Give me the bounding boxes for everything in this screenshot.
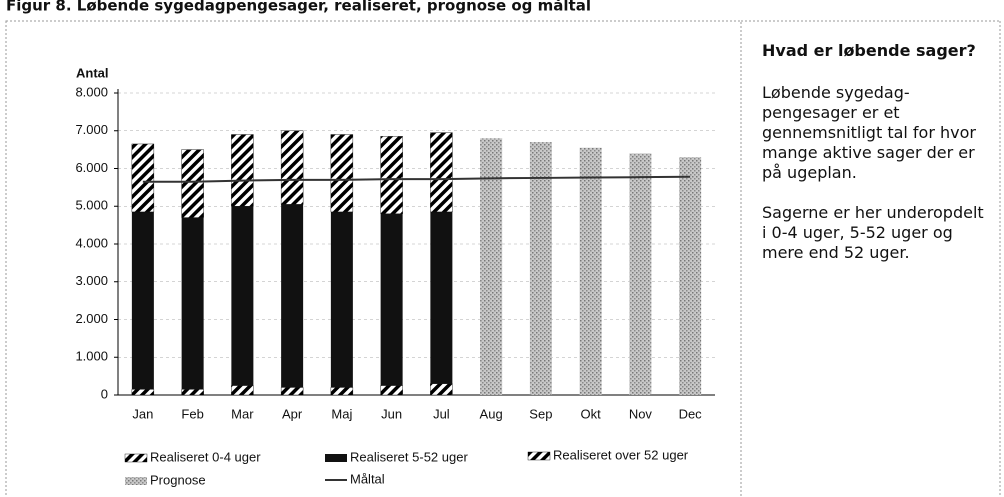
y-tick-label: 1.000 xyxy=(75,349,108,364)
bar-segment xyxy=(430,132,453,213)
bar-segment xyxy=(131,389,155,396)
x-tick-label: Maj xyxy=(331,406,352,421)
y-tick-label: 3.000 xyxy=(75,273,108,288)
legend-label: Realiseret 5-52 uger xyxy=(350,449,468,464)
x-tick-label: Jun xyxy=(381,406,402,421)
x-tick-label: Mar xyxy=(231,406,254,421)
y-tick-label: 2.000 xyxy=(75,311,108,326)
bar-segment xyxy=(131,211,154,390)
bar-segment xyxy=(181,217,204,390)
bar-segment xyxy=(181,389,204,396)
bar-segment xyxy=(380,136,403,215)
legend-swatch xyxy=(124,453,148,463)
bar-segment xyxy=(430,383,453,396)
legend-label: Realiseret over 52 uger xyxy=(553,447,689,462)
chart-title: Figur 8. Løbende sygedagpengesager, real… xyxy=(6,0,591,15)
bar-segment xyxy=(330,387,354,396)
legend-swatch xyxy=(125,477,147,485)
bar-segment xyxy=(480,138,503,396)
x-tick-label: Nov xyxy=(629,406,653,421)
bar-segment xyxy=(579,147,602,395)
y-tick-label: 5.000 xyxy=(75,198,108,213)
y-tick-label: 8.000 xyxy=(75,84,108,99)
bar-segment xyxy=(231,206,254,386)
bar-segment xyxy=(529,142,552,395)
bar-segment xyxy=(330,134,354,213)
legend-label: Realiseret 0-4 uger xyxy=(150,449,261,464)
y-tick-label: 7.000 xyxy=(75,122,108,137)
y-axis-label: Antal xyxy=(76,65,109,80)
sidebar-paragraph: Løbende sygedag-pengesager er et gennems… xyxy=(762,83,976,182)
x-tick-label: Jan xyxy=(132,406,153,421)
y-tick-label: 6.000 xyxy=(75,160,108,175)
x-tick-label: Apr xyxy=(282,406,303,421)
sidebar-paragraph: Sagerne er her underopdelt i 0-4 uger, 5… xyxy=(762,203,984,262)
bar-segment xyxy=(131,143,155,213)
sidebar: Hvad er løbende sager? Løbende sygedag-p… xyxy=(762,40,990,283)
bar-segment xyxy=(281,204,304,388)
legend-label: Prognose xyxy=(150,472,206,487)
sidebar-title: Hvad er løbende sager? xyxy=(762,41,976,60)
x-tick-label: Feb xyxy=(181,406,203,421)
line xyxy=(142,175,691,183)
bar-segment xyxy=(231,134,254,207)
bar-segment xyxy=(679,157,702,395)
bar-segment xyxy=(380,213,403,386)
bar-segment xyxy=(380,385,403,396)
x-tick-label: Jul xyxy=(433,406,450,421)
bar-segment xyxy=(181,149,204,218)
bar-segment xyxy=(280,130,304,205)
bar-segment xyxy=(629,153,652,395)
bar-segment xyxy=(231,385,254,396)
x-tick-label: Aug xyxy=(480,406,503,421)
bar-segment xyxy=(330,211,353,388)
x-tick-label: Sep xyxy=(529,406,552,421)
legend-label: Måltal xyxy=(350,471,385,486)
y-tick-label: 0 xyxy=(101,386,108,401)
x-tick-label: Dec xyxy=(679,406,703,421)
chart-frame xyxy=(5,20,742,497)
y-tick-label: 4.000 xyxy=(75,235,108,250)
legend-swatch xyxy=(527,451,551,461)
bar-segment xyxy=(280,387,304,396)
x-tick-label: Okt xyxy=(581,406,602,421)
bar-segment xyxy=(430,211,453,384)
legend-swatch xyxy=(325,454,347,462)
